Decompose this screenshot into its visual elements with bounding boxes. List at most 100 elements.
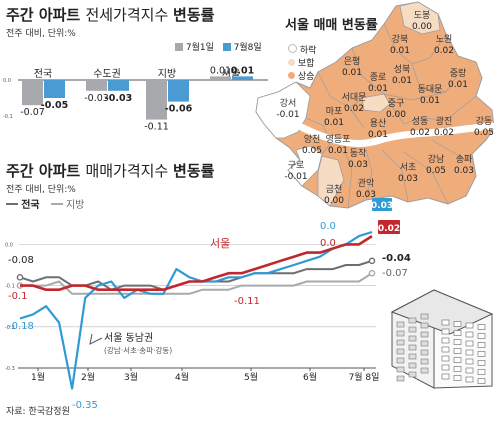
building-window	[420, 358, 429, 365]
building-window	[396, 321, 405, 328]
building-window	[396, 375, 405, 382]
bar-tick-zero: 0.0	[3, 78, 11, 84]
line-series	[16, 230, 376, 390]
building-window	[408, 362, 417, 369]
y-tick-label: -0.3	[5, 366, 15, 372]
building-window	[477, 378, 486, 384]
y-tick-label: 0.0	[5, 242, 13, 248]
bar-value-label: -0.11	[144, 122, 169, 133]
building-window	[465, 331, 474, 338]
series-point	[368, 257, 376, 265]
top-title-bold2: 변동률	[173, 6, 215, 24]
bar	[22, 80, 43, 106]
building-window	[465, 322, 474, 329]
building-window	[465, 367, 474, 374]
building-window	[453, 339, 462, 345]
bar	[168, 80, 189, 102]
bar-value-label: -0.07	[20, 107, 45, 118]
building-window	[420, 322, 429, 329]
building-window	[477, 333, 486, 339]
y-tick-label: -0.2	[5, 325, 15, 331]
x-tick-label: 2월	[81, 371, 95, 383]
data-label: -0.35	[72, 400, 98, 411]
bar-value-label: -0.03	[105, 93, 132, 104]
building-window	[420, 367, 429, 374]
legend-swatch-curr	[222, 43, 231, 51]
bar	[210, 76, 231, 80]
x-tick-label: 7월 8일	[349, 371, 380, 383]
x-tick-label: 1월	[31, 371, 45, 383]
legend-label-region: 지방	[65, 200, 85, 211]
apartment-building-icon	[390, 289, 494, 389]
building-window	[477, 369, 486, 375]
data-label: -0.11	[234, 296, 260, 307]
building-window	[420, 349, 429, 356]
building-windows	[396, 313, 486, 384]
building-window	[396, 348, 405, 355]
data-label: -0.08	[8, 255, 34, 266]
building-window	[420, 313, 429, 320]
jeonse-bar-chart: 0.0 -0.1 전국 -0.07-0.05 수도권 -0.03-0.03 지방 -0.1…	[3, 65, 268, 133]
building-window	[396, 357, 405, 364]
data-label: -0.07	[382, 268, 408, 279]
top-title: 주간 아파트 전세가격지수 변동률	[6, 4, 214, 25]
bar-value-label: -0.03	[84, 93, 109, 104]
callout-seoul-end	[378, 220, 400, 234]
data-label: (강남·서초·송파·강동)	[104, 345, 172, 355]
bottom-legend: 전국 지방	[6, 196, 84, 211]
data-label: 0.02	[378, 224, 400, 234]
building-window	[396, 330, 405, 337]
data-label: -0.04	[382, 253, 411, 264]
series-line-지방	[20, 272, 373, 295]
y-tick-label: -0.1	[5, 284, 15, 290]
data-label: 0.0	[320, 221, 336, 232]
building-window	[441, 364, 450, 371]
building-window	[453, 375, 462, 381]
bar	[108, 80, 129, 91]
building-window	[408, 371, 417, 378]
series-point	[16, 274, 24, 281]
legend-label-nation: 전국	[21, 200, 40, 211]
top-title-light: 전세가격지수	[85, 6, 174, 24]
annotation-arrow	[89, 333, 103, 345]
series-line-서울동남권	[19, 230, 373, 390]
building-window	[441, 355, 450, 362]
bar-tick-minus: -0.1	[3, 114, 13, 120]
building-window	[396, 339, 405, 346]
bar	[146, 80, 167, 120]
top-title-bold: 주간 아파트	[6, 6, 86, 24]
top-legend: 7월1일 7월8일	[175, 40, 262, 53]
building-window	[465, 340, 474, 347]
building-window	[477, 360, 486, 366]
building-window	[477, 324, 486, 330]
data-label: -0.1	[8, 291, 28, 302]
building-window	[408, 335, 417, 342]
bar-category-label: 수도권	[93, 68, 121, 80]
building-window	[453, 357, 462, 363]
data-label: 서울 동남권	[104, 332, 153, 344]
bottom-title-bold2: 변동률	[173, 162, 215, 180]
bar-marks: 전국-0.07-0.05수도권-0.03-0.03지방-0.11-0.06서울0…	[20, 65, 254, 132]
line-grid: 0.0 -0.1 -0.2 -0.3 1월 2월 3월 4월 5월 6월 7월 8일	[5, 242, 379, 383]
bar-value-label: 0.01	[231, 65, 254, 76]
legend-label-prev: 7월1일	[185, 43, 214, 53]
building-window	[408, 317, 417, 324]
building-window	[465, 376, 474, 383]
building-window	[441, 337, 450, 344]
series-point	[368, 269, 376, 277]
building-window	[420, 340, 429, 347]
legend-label-curr: 7월8일	[233, 43, 262, 53]
bottom-title: 주간 아파트 매매가격지수 변동률	[6, 160, 214, 181]
building-window	[465, 358, 474, 365]
data-label: 0.03	[371, 201, 393, 211]
x-tick-label: 4월	[175, 371, 189, 383]
building-window	[441, 373, 450, 380]
bar	[86, 80, 107, 91]
building-window	[408, 326, 417, 333]
bar-value-label: 0.01	[210, 65, 231, 76]
data-label: 서울	[210, 237, 230, 250]
building-window	[408, 353, 417, 360]
top-subtitle: 전주 대비, 단위:%	[6, 29, 76, 39]
